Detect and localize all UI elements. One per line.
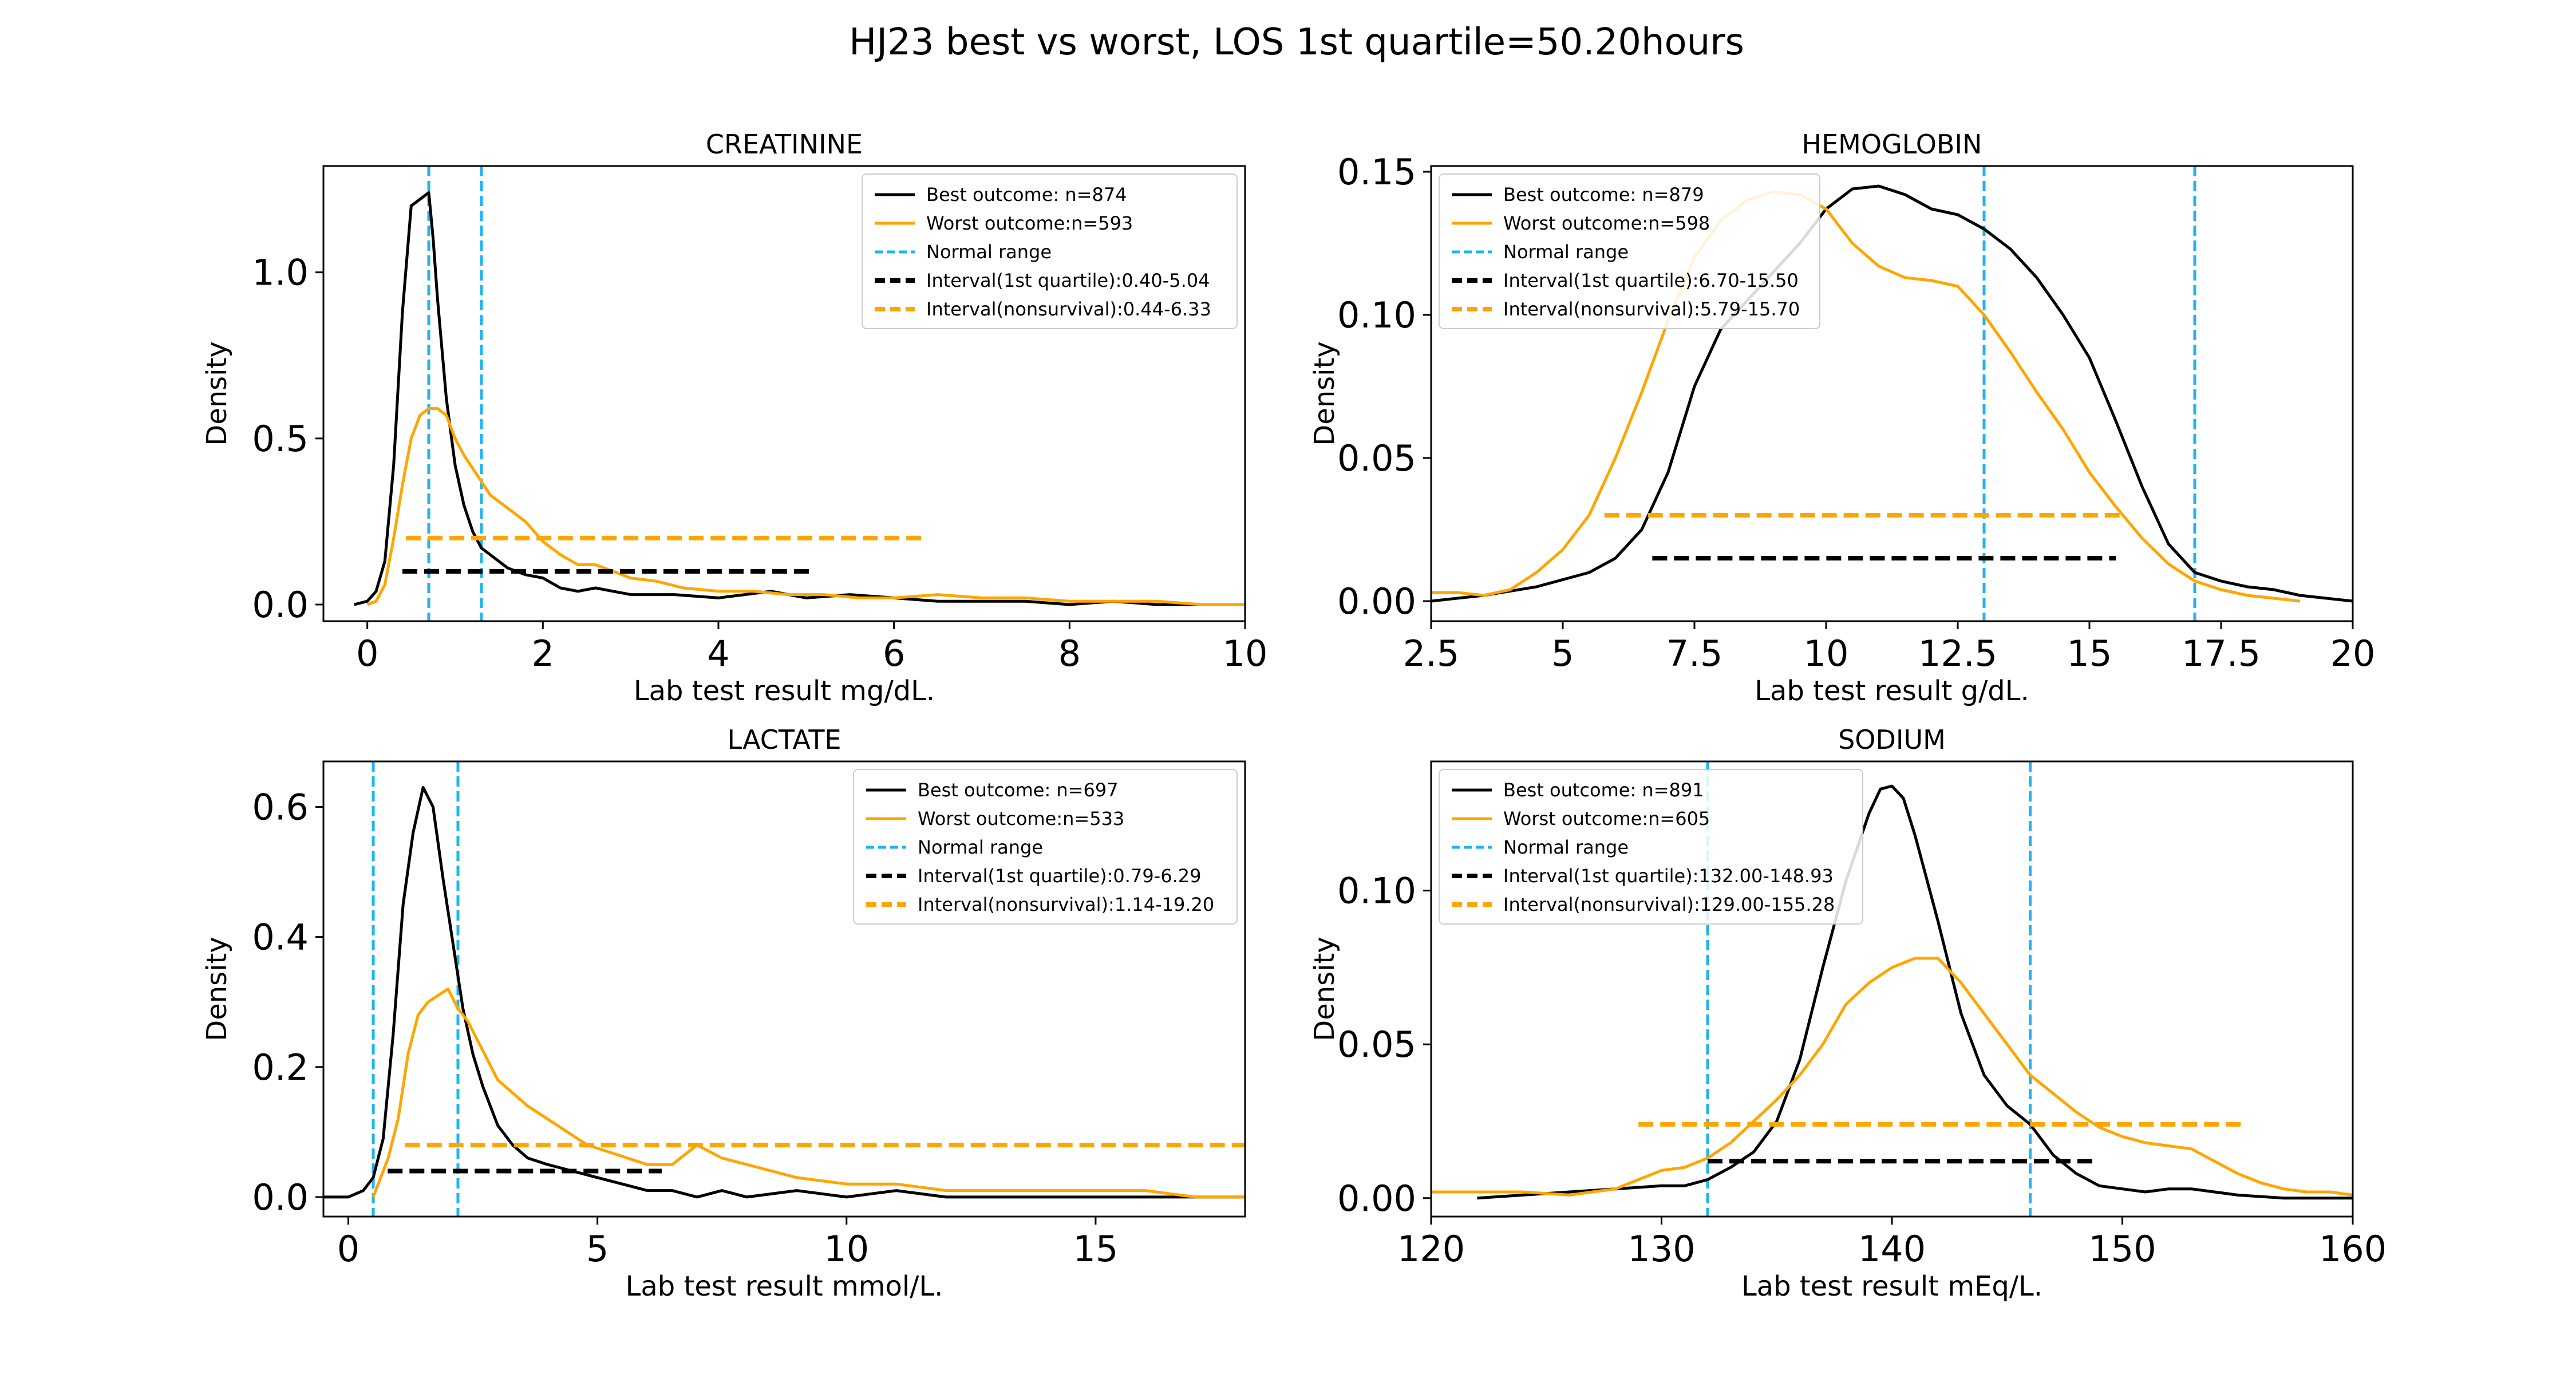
legend-quartile-interval-label: Interval(1st quartile):132.00-148.93	[1503, 865, 1834, 887]
x-axis-label: Lab test result g/dL.	[1755, 675, 2029, 707]
x-tick-label: 6	[883, 633, 905, 674]
x-tick-label: 0	[337, 1228, 359, 1270]
x-tick-label: 5	[1551, 633, 1574, 674]
panel-title: CREATININE	[706, 129, 863, 160]
x-tick-label: 8	[1058, 633, 1081, 674]
legend-nonsurvival-interval-label: Interval(nonsurvival):1.14-19.20	[918, 894, 1214, 915]
legend-normal-range-label: Normal range	[926, 241, 1052, 263]
y-axis-label: Density	[1309, 937, 1341, 1041]
y-tick-label: 0.05	[1337, 1024, 1416, 1065]
x-axis-label: Lab test result mg/dL.	[634, 675, 935, 707]
best-outcome-curve	[1431, 184, 2353, 603]
worst-outcome-curve	[1431, 190, 2301, 603]
y-tick-label: 0.4	[252, 917, 309, 958]
y-tick-label: 1.0	[252, 252, 309, 294]
x-tick-label: 17.5	[2182, 633, 2261, 674]
legend-box	[862, 173, 1238, 329]
legend-box	[1439, 173, 1820, 329]
y-tick-label: 0.6	[252, 787, 309, 828]
legend-nonsurvival-interval-label: Interval(nonsurvival):129.00-155.28	[1503, 894, 1835, 915]
y-axis-label: Density	[201, 341, 233, 445]
y-tick-label: 0.0	[252, 1176, 309, 1218]
legend-box	[853, 769, 1238, 925]
x-tick-label: 130	[1627, 1228, 1695, 1270]
legend-box	[1439, 769, 1863, 925]
x-tick-label: 0	[356, 633, 378, 674]
legend: Best outcome: n=874 Worst outcome:n=593 No…	[862, 173, 1238, 329]
y-tick-label: 0.10	[1337, 870, 1416, 912]
sodium-panel: 120 130 140 150 160 0.00 0.05 0.10 SODIUM Lab tes…	[1309, 724, 2387, 1302]
y-tick-label: 0.00	[1337, 1178, 1416, 1219]
x-tick-label: 20	[2330, 633, 2376, 674]
x-tick-label: 140	[1858, 1228, 1926, 1270]
legend-normal-range-label: Normal range	[1503, 836, 1629, 858]
legend-best-outcome-label: Best outcome: n=891	[1503, 779, 1704, 801]
axes-frame	[1430, 165, 2354, 622]
y-tick-label: 0.0	[252, 584, 309, 626]
best-outcome-curve	[323, 785, 1245, 1199]
y-tick-label: 0.00	[1337, 581, 1416, 622]
legend-normal-range-label: Normal range	[1503, 241, 1629, 263]
x-tick-label: 2	[532, 633, 554, 674]
x-tick-label: 150	[2088, 1228, 2156, 1270]
legend-nonsurvival-interval-label: Interval(nonsurvival):0.44-6.33	[926, 298, 1211, 320]
legend-normal-range-label: Normal range	[918, 836, 1043, 858]
plot-area	[323, 761, 1245, 1217]
x-tick-label: 160	[2319, 1228, 2387, 1270]
legend-quartile-interval-label: Interval(1st quartile):0.79-6.29	[918, 865, 1201, 887]
x-tick-label: 15	[2067, 633, 2112, 674]
x-tick-label: 10	[1804, 633, 1849, 674]
axes-frame	[322, 165, 1246, 622]
legend-best-outcome-label: Best outcome: n=697	[918, 779, 1119, 801]
x-tick-label: 7.5	[1666, 633, 1723, 674]
legend-nonsurvival-interval-label: Interval(nonsurvival):5.79-15.70	[1503, 298, 1800, 320]
worst-outcome-curve	[372, 988, 1245, 1199]
plot-area	[1431, 761, 2353, 1217]
best-outcome-curve	[354, 191, 1245, 606]
plot-area	[1431, 166, 2353, 621]
legend-quartile-interval-label: Interval(1st quartile):6.70-15.50	[1503, 270, 1799, 291]
y-tick-label: 0.05	[1337, 437, 1416, 479]
worst-outcome-curve	[366, 407, 1245, 606]
x-tick-label: 4	[707, 633, 729, 674]
y-tick-label: 0.15	[1337, 151, 1416, 193]
panel-title: HEMOGLOBIN	[1802, 129, 1982, 160]
legend: Best outcome: n=891 Worst outcome:n=605 No…	[1439, 769, 1863, 925]
legend-worst-outcome-label: Worst outcome:n=533	[918, 808, 1124, 830]
y-tick-label: 0.5	[252, 418, 309, 460]
hemoglobin-panel: 2.5 5 7.5 10 12.5 15 17.5 20 0.00 0.05 0.10 0.15 HEM…	[1309, 129, 2375, 707]
legend-quartile-interval-label: Interval(1st quartile):0.40-5.04	[926, 270, 1210, 291]
x-tick-label: 5	[586, 1228, 609, 1270]
legend-worst-outcome-label: Worst outcome:n=598	[1503, 212, 1710, 234]
plot-area	[354, 166, 1245, 621]
y-axis-label: Density	[1309, 341, 1341, 445]
axes-frame	[322, 760, 1246, 1218]
figure-title: HJ23 best vs worst, LOS 1st quartile=50.…	[849, 21, 1744, 64]
x-axis-label: Lab test result mEq/L.	[1741, 1270, 2042, 1302]
panel-title: SODIUM	[1838, 724, 1946, 755]
legend-best-outcome-label: Best outcome: n=879	[1503, 184, 1704, 206]
worst-outcome-curve	[1431, 957, 2353, 1197]
x-axis-label: Lab test result mmol/L.	[626, 1270, 943, 1302]
y-tick-label: 0.2	[252, 1047, 309, 1088]
y-axis-label: Density	[201, 937, 233, 1041]
best-outcome-curve	[1477, 784, 2353, 1200]
y-tick-label: 0.10	[1337, 294, 1416, 336]
x-tick-label: 15	[1073, 1228, 1118, 1270]
x-tick-label: 120	[1397, 1228, 1465, 1270]
legend: Best outcome: n=879 Worst outcome:n=598 No…	[1439, 173, 1820, 329]
legend: Best outcome: n=697 Worst outcome:n=533 No…	[853, 769, 1238, 925]
x-tick-label: 2.5	[1403, 633, 1460, 674]
legend-best-outcome-label: Best outcome: n=874	[926, 184, 1127, 206]
panel-title: LACTATE	[727, 724, 841, 755]
x-tick-label: 10	[1223, 633, 1268, 674]
lactate-panel: 0 5 10 15 0.0 0.2 0.4 0.6 LACTATE Lab test result…	[201, 724, 1246, 1302]
legend-worst-outcome-label: Worst outcome:n=593	[926, 212, 1133, 234]
legend-worst-outcome-label: Worst outcome:n=605	[1503, 808, 1710, 830]
x-tick-label: 12.5	[1918, 633, 1997, 674]
creatinine-panel: 0 2 4 6 8 10 0.0 0.5 1.0 CREATININE Lab test resul…	[201, 129, 1267, 707]
x-tick-label: 10	[824, 1228, 869, 1270]
